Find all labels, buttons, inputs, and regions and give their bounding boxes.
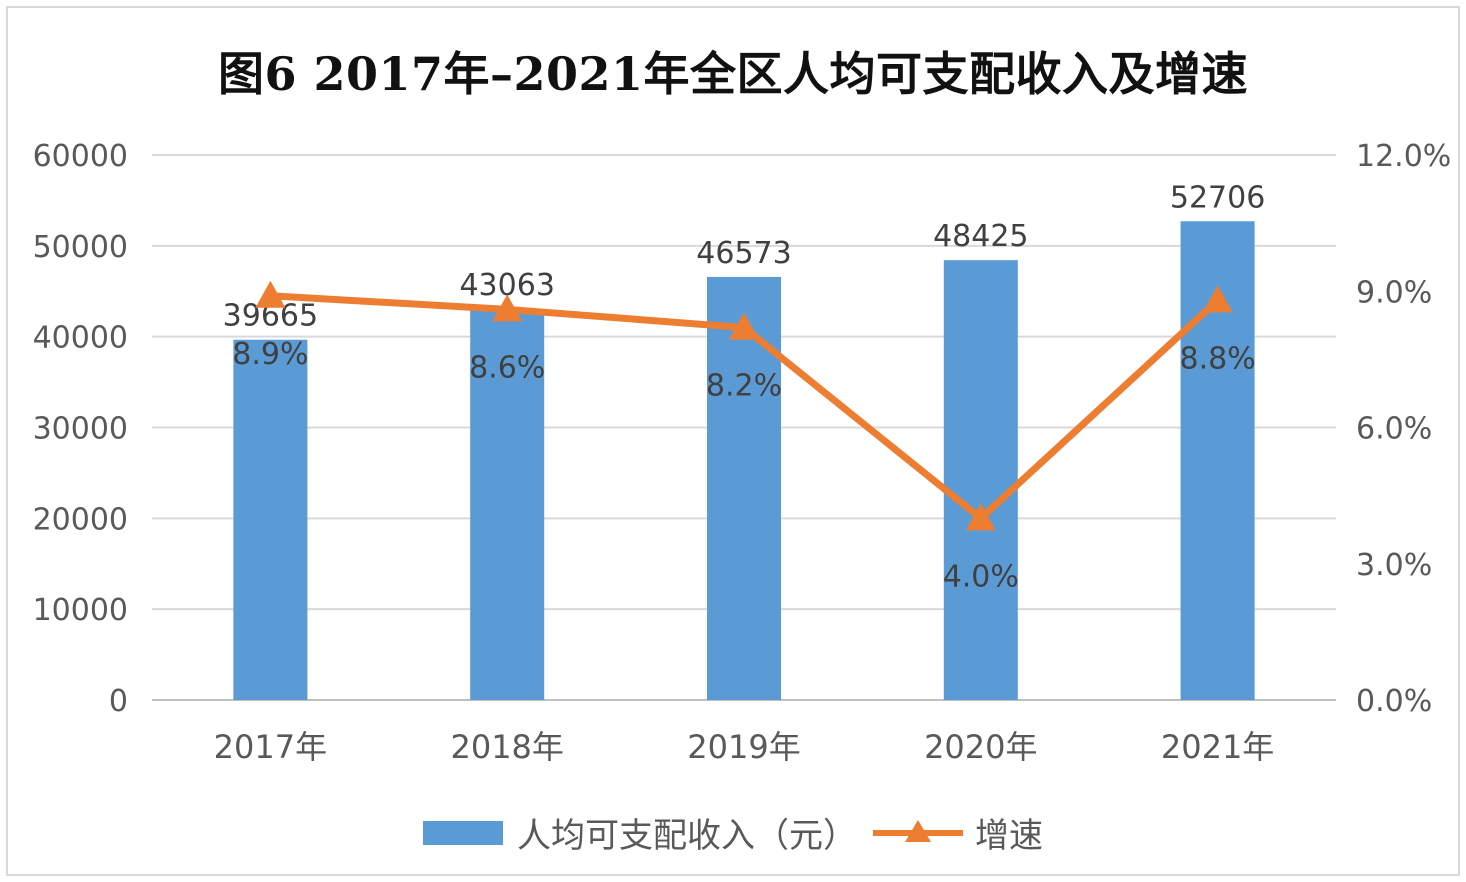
- growth-line-series: [255, 280, 1233, 531]
- bar-2019年: [707, 276, 781, 700]
- left-axis-tick-label: 30000: [33, 412, 128, 447]
- growth-marker-2021年: [1202, 285, 1233, 313]
- x-axis-ticks: 2017年 2018年 2019年 2020年 2021年: [214, 728, 1275, 766]
- left-axis-tick-label: 0: [109, 684, 128, 719]
- bar-data-label: 48425: [933, 219, 1028, 254]
- chart-title: 图6 2017年–2021年全区人均可支配收入及增速: [217, 47, 1249, 101]
- right-axis-tick-label: 9.0%: [1356, 275, 1432, 310]
- legend-label-growth: 增速: [975, 816, 1043, 856]
- bar-data-label: 52706: [1170, 180, 1265, 215]
- right-axis-tick-label: 3.0%: [1356, 548, 1432, 583]
- bar-2017年: [233, 339, 308, 700]
- bar-2018年: [470, 308, 545, 700]
- right-axis-tick-label: 12.0%: [1356, 139, 1451, 174]
- left-axis-tick-label: 40000: [33, 321, 128, 356]
- growth-marker-2018年: [492, 294, 523, 322]
- legend-label-income: 人均可支配收入（元）: [517, 816, 857, 856]
- x-axis-tick-label: 2019年: [687, 728, 800, 766]
- legend-bar-swatch: [423, 820, 503, 845]
- legend-line-swatch: [873, 819, 963, 842]
- left-axis-ticks: 0 10000 20000 30000 40000 50000 60000: [33, 139, 128, 719]
- line-data-label: 4.0%: [943, 559, 1019, 594]
- line-data-labels: 8.9% 8.6% 8.2% 4.0% 8.8%: [232, 337, 1255, 595]
- x-axis-tick-label: 2018年: [450, 728, 563, 766]
- left-axis-tick-label: 20000: [33, 502, 128, 537]
- right-axis-ticks: 0.0% 3.0% 6.0% 9.0% 12.0%: [1356, 139, 1451, 719]
- legend-item-growth: 增速: [873, 808, 1043, 857]
- bar-series: [233, 221, 1255, 700]
- bar-2020年: [943, 260, 1018, 700]
- right-axis-tick-label: 6.0%: [1356, 412, 1432, 447]
- line-data-label: 8.9%: [232, 337, 308, 372]
- x-axis-tick-label: 2020年: [924, 728, 1037, 766]
- growth-marker-2020年: [965, 503, 996, 531]
- left-axis-tick-label: 60000: [33, 139, 128, 174]
- legend-item-income: 人均可支配收入（元）: [423, 808, 857, 857]
- left-axis-tick-label: 10000: [33, 593, 128, 628]
- growth-marker-2019年: [729, 312, 759, 340]
- line-data-label: 8.2%: [706, 369, 782, 404]
- line-data-label: 8.8%: [1179, 341, 1255, 376]
- growth-marker-2017年: [255, 280, 286, 308]
- left-axis-tick-label: 50000: [33, 230, 128, 265]
- bar-data-label: 46573: [696, 236, 791, 271]
- x-axis-tick-label: 2021年: [1161, 728, 1274, 766]
- chart-legend: 人均可支配收入（元） 增速: [0, 808, 1466, 857]
- right-axis-tick-label: 0.0%: [1356, 684, 1432, 719]
- x-axis-tick-label: 2017年: [214, 728, 327, 766]
- line-data-label: 8.6%: [469, 350, 545, 385]
